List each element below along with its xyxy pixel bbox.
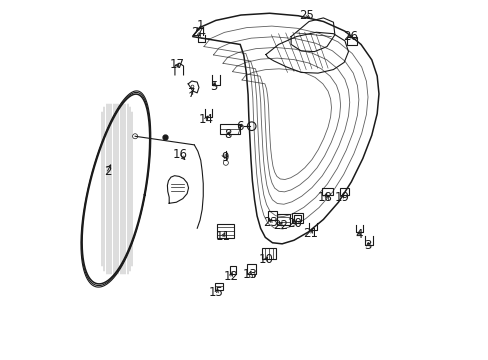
- Text: 8: 8: [224, 127, 232, 141]
- Text: 15: 15: [209, 286, 224, 299]
- Text: 21: 21: [303, 226, 318, 239]
- Text: 11: 11: [215, 230, 230, 243]
- Bar: [339, 188, 348, 195]
- Bar: [267, 211, 276, 220]
- Text: 4: 4: [355, 228, 362, 241]
- Bar: [346, 37, 356, 45]
- Bar: [261, 248, 276, 259]
- Text: 17: 17: [169, 58, 184, 71]
- Bar: [217, 224, 234, 238]
- Text: 25: 25: [298, 9, 313, 22]
- Text: 19: 19: [334, 191, 349, 204]
- Text: 22: 22: [272, 219, 287, 232]
- Bar: [276, 214, 289, 225]
- Text: 10: 10: [258, 253, 273, 266]
- Bar: [214, 283, 222, 291]
- Text: 7: 7: [187, 87, 195, 100]
- Bar: [247, 264, 256, 274]
- Text: 12: 12: [223, 270, 238, 283]
- Text: 26: 26: [342, 30, 357, 43]
- Text: 18: 18: [317, 191, 332, 204]
- Text: 20: 20: [286, 217, 302, 230]
- Text: 5: 5: [210, 80, 217, 93]
- Bar: [293, 215, 301, 221]
- Bar: [229, 266, 236, 274]
- Text: 9: 9: [221, 151, 228, 164]
- Text: 23: 23: [263, 216, 277, 229]
- Text: 24: 24: [191, 27, 205, 40]
- Text: 14: 14: [198, 113, 213, 126]
- Text: 3: 3: [364, 239, 371, 252]
- Text: 13: 13: [242, 268, 257, 281]
- Bar: [220, 124, 240, 134]
- Text: 6: 6: [236, 120, 244, 133]
- Text: 1: 1: [197, 19, 204, 32]
- Text: 16: 16: [173, 148, 188, 161]
- Bar: [291, 213, 303, 223]
- Text: 2: 2: [103, 165, 111, 177]
- Bar: [322, 188, 332, 195]
